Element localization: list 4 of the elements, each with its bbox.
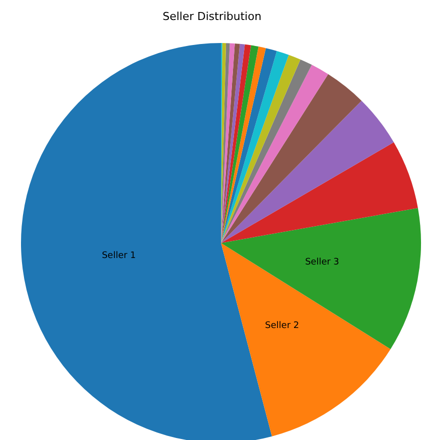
slice-label: Seller 2 bbox=[265, 320, 300, 331]
chart-title: Seller Distribution bbox=[162, 10, 262, 23]
slice-label: Seller 1 bbox=[102, 251, 136, 262]
slice-label: Seller 3 bbox=[305, 258, 340, 268]
